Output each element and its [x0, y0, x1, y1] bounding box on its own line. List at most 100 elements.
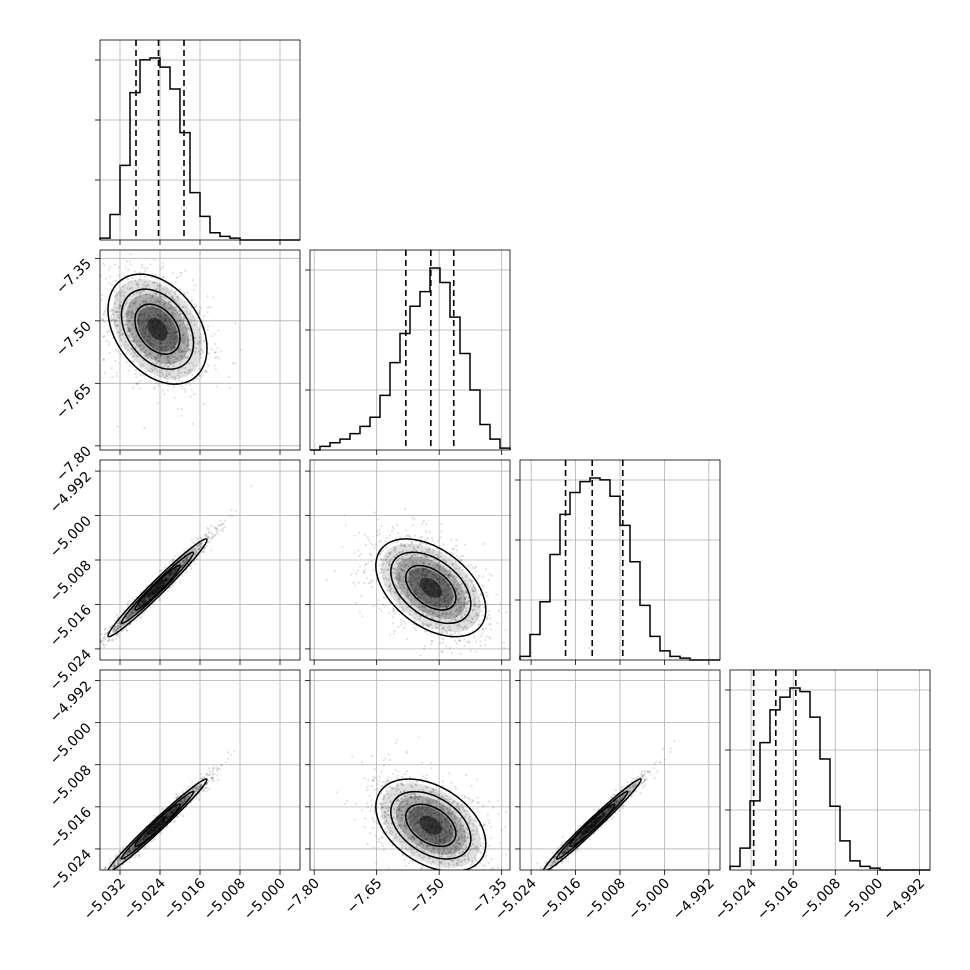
sample-point: [432, 585, 435, 588]
sample-point: [473, 615, 476, 618]
sample-point: [180, 339, 184, 342]
sample-point: [434, 574, 437, 578]
sample-point: [154, 356, 157, 359]
sample-point: [416, 555, 419, 558]
sample-point: [171, 811, 175, 814]
sample-point: [406, 601, 410, 604]
sample-point: [193, 547, 196, 551]
sample-point: [144, 316, 147, 320]
sample-point: [152, 825, 156, 828]
sample-point: [429, 551, 432, 554]
sample-point: [181, 356, 184, 359]
sample-point: [126, 616, 129, 619]
sample-point: [478, 593, 482, 596]
sample-point: [165, 336, 168, 339]
sample-point: [505, 664, 507, 666]
sample-point: [410, 572, 413, 576]
sample-point: [168, 361, 172, 364]
sample-point: [167, 332, 170, 335]
sample-point: [436, 593, 439, 596]
sample-point: [369, 552, 372, 555]
sample-point: [120, 344, 123, 348]
sample-point: [473, 566, 476, 570]
sample-point: [186, 356, 189, 359]
sample-point: [128, 302, 132, 305]
sample-point: [420, 570, 423, 573]
sample-point: [188, 338, 191, 341]
sample-point: [208, 774, 211, 777]
sample-point: [130, 611, 134, 614]
sample-point: [157, 320, 160, 323]
sample-point: [154, 590, 157, 593]
sample-point: [154, 291, 158, 294]
sample-point: [473, 608, 476, 611]
sample-point: [164, 345, 167, 348]
sample-point: [438, 580, 441, 584]
sample-point: [145, 324, 149, 327]
sample-point: [155, 321, 158, 324]
sample-point: [441, 612, 445, 615]
sample-point: [136, 605, 140, 608]
sample-point: [422, 562, 425, 565]
sample-point: [160, 582, 163, 585]
sample-point: [145, 293, 148, 296]
sample-point: [171, 809, 174, 812]
sample-point: [438, 591, 441, 594]
sample-point: [341, 545, 344, 548]
sample-point: [427, 548, 430, 551]
sample-point: [193, 323, 196, 327]
sample-point: [427, 609, 430, 612]
sample-point: [432, 585, 436, 588]
sample-point: [214, 368, 217, 371]
sample-point: [455, 590, 458, 593]
sample-point: [445, 584, 449, 587]
sample-point: [398, 561, 401, 564]
sample-point: [156, 362, 159, 365]
sample-point: [482, 627, 485, 631]
sample-point: [361, 615, 364, 618]
sample-point: [145, 594, 148, 598]
sample-point: [165, 576, 168, 579]
sample-point: [155, 585, 158, 588]
sample-point: [488, 635, 491, 639]
sample-point: [199, 542, 202, 546]
sample-point: [448, 569, 451, 572]
sample-point: [455, 615, 458, 618]
sample-point: [211, 533, 214, 536]
sample-point: [425, 581, 428, 584]
sample-point: [378, 564, 381, 567]
sample-point: [409, 577, 412, 580]
sample-point: [165, 578, 169, 581]
sample-point: [459, 597, 462, 601]
sample-point: [161, 350, 164, 353]
sample-point: [157, 322, 161, 325]
sample-point: [170, 810, 173, 813]
sample-point: [443, 595, 447, 598]
sample-point: [440, 523, 443, 526]
sample-point: [177, 378, 181, 381]
sample-point: [158, 322, 161, 326]
sample-point: [458, 606, 462, 609]
sample-point: [153, 826, 156, 829]
sample-point: [429, 576, 433, 579]
sample-point: [107, 341, 111, 344]
sample-point: [168, 813, 171, 817]
sample-point: [163, 820, 166, 823]
sample-point: [166, 589, 169, 593]
sample-point: [175, 335, 178, 338]
sample-point: [179, 346, 182, 349]
sample-point: [427, 580, 430, 583]
sample-point: [165, 356, 169, 359]
sample-point: [177, 296, 180, 299]
sample-point: [215, 527, 219, 530]
sample-point: [407, 594, 411, 597]
sample-point: [421, 562, 425, 565]
sample-point: [377, 599, 380, 602]
density-fill: [125, 556, 189, 619]
sample-point: [192, 380, 195, 383]
sample-point: [130, 622, 133, 625]
sample-point: [181, 358, 184, 361]
sample-point: [157, 300, 160, 303]
sample-point: [144, 354, 148, 357]
sample-point: [162, 389, 165, 392]
